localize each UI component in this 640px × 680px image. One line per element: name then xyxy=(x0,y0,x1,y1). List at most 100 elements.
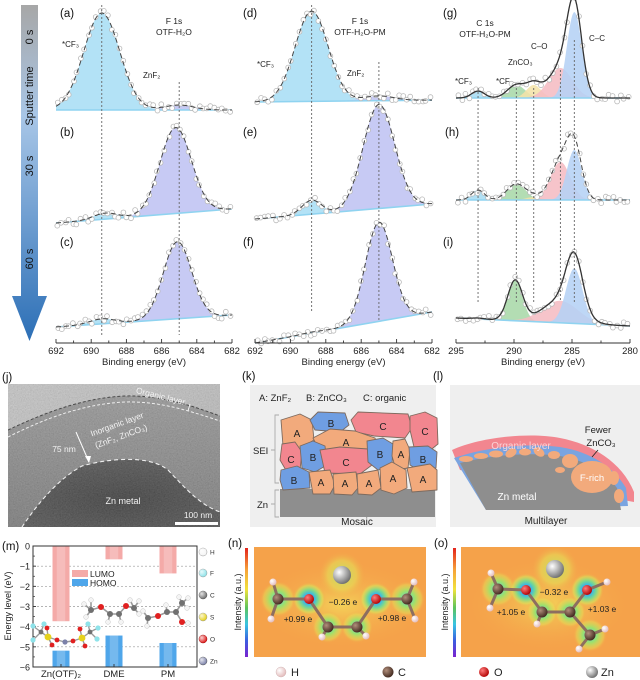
bar-homo xyxy=(159,643,177,667)
data-point xyxy=(381,222,387,229)
category-label: Zn(OTF)₂ xyxy=(41,669,81,680)
atom-h xyxy=(533,620,541,628)
data-point xyxy=(185,149,192,155)
atom-label: H xyxy=(210,550,215,557)
zn-label: Zn xyxy=(257,500,268,511)
sphere-highlight xyxy=(199,657,207,665)
data-point xyxy=(85,218,91,225)
atom-c xyxy=(272,593,284,605)
grain-letter: A xyxy=(420,475,427,486)
background-line xyxy=(55,314,233,328)
grain-letter: B xyxy=(310,453,317,464)
chart-title: F 1s xyxy=(352,16,369,26)
data-point xyxy=(132,207,138,213)
data-point xyxy=(620,96,627,102)
chart-subtitle: OTF-H₂O-PM xyxy=(459,29,510,39)
data-point xyxy=(300,333,307,340)
atom-h xyxy=(487,569,495,577)
fit-envelope xyxy=(254,103,432,220)
sphere-highlight xyxy=(199,591,207,599)
colorbar xyxy=(245,548,248,657)
density-glow xyxy=(254,560,426,650)
atom-h xyxy=(410,578,418,586)
atom-c xyxy=(492,583,504,595)
legend-c-label: C xyxy=(398,667,406,679)
x-axis-title: Binding energy (eV) xyxy=(102,357,186,368)
category-label: PM xyxy=(161,669,175,680)
data-point xyxy=(614,98,620,105)
data-point xyxy=(458,194,465,201)
sputter-tick-0s: 0 s xyxy=(24,29,36,44)
legend-organic: C: organic xyxy=(363,393,407,404)
data-point xyxy=(154,288,161,295)
fit-envelope xyxy=(255,10,432,103)
data-point xyxy=(128,317,134,324)
annotation-cf: *CF xyxy=(496,77,510,86)
atom-c xyxy=(564,606,576,618)
atom-c xyxy=(401,593,413,605)
panel-label-i: (i) xyxy=(443,237,453,249)
data-point xyxy=(169,105,175,111)
bond xyxy=(355,597,378,629)
grain-letter: A xyxy=(342,479,349,490)
znf2-grain xyxy=(489,450,503,458)
pointer-arrow xyxy=(591,449,599,458)
arrow-shaft xyxy=(21,5,38,297)
atom-c xyxy=(351,621,363,633)
data-point xyxy=(151,297,157,303)
grain-letter: A xyxy=(294,429,301,440)
data-point xyxy=(312,194,318,201)
xps-panel-e xyxy=(253,101,434,224)
fit-envelope xyxy=(55,126,232,224)
x-axis: 692 690 688 686 684 682 Binding energy (eV) xyxy=(247,339,440,368)
data-point xyxy=(311,331,318,337)
xps-panel-c xyxy=(55,237,234,333)
znf2-grain xyxy=(459,456,473,462)
data-point xyxy=(466,95,473,102)
zn-substrate xyxy=(280,489,435,517)
atom-c xyxy=(322,621,334,633)
data-point xyxy=(474,190,481,196)
xps-panel-i xyxy=(454,248,631,331)
atom-h xyxy=(575,645,583,653)
x-tick-label: 682 xyxy=(424,346,440,357)
data-point xyxy=(303,201,310,208)
x-tick-label: 686 xyxy=(154,346,170,357)
data-point xyxy=(598,200,604,207)
x-axis: 692 690 688 686 684 682 Binding energy (eV) xyxy=(48,339,240,368)
znf2-grain xyxy=(519,448,531,456)
energy-level-bar-chart: 0 −1 −2 −3 −4 −5 −6 Zn(OTF)₂ DME PM xyxy=(20,542,198,680)
organic-inner-boundary xyxy=(8,401,220,438)
data-point xyxy=(71,78,77,84)
sputter-time-arrow: 0 s Sputter time 30 s 60 s xyxy=(12,5,47,341)
panel-l-multilayer-schematic: (l) Organic layer Fewer ZnCO₃ F-rich Zn … xyxy=(433,371,640,527)
x-axis: 295 290 285 280 Binding energy (eV) xyxy=(448,339,638,368)
annotation-cf3: *CF₃ xyxy=(257,60,274,69)
component-fill-cf xyxy=(456,190,630,200)
grain-letter: A xyxy=(366,479,373,490)
component-fill-znf xyxy=(255,104,432,219)
f-rich-grain xyxy=(571,461,613,493)
y-tick-label: −3 xyxy=(20,602,30,612)
data-point xyxy=(384,90,391,97)
legend-label-homo: HOMO xyxy=(90,578,117,588)
atom-h xyxy=(269,578,277,586)
data-point xyxy=(422,98,429,104)
panel-j-tem-image: (j) Organic layer Inorganic layer (ZnF₂,… xyxy=(2,372,220,527)
x-tick-label: 688 xyxy=(318,346,334,357)
legend-o-label: O xyxy=(494,667,503,679)
charge-left: +1.05 e xyxy=(497,607,526,617)
xps-panel-b xyxy=(54,122,234,229)
sputter-tick-60s: 60 s xyxy=(24,248,36,269)
legend-znco3: B: ZnCO₃ xyxy=(306,393,347,404)
legend-o-icon xyxy=(479,667,489,677)
data-point xyxy=(218,315,225,322)
atom-o xyxy=(521,585,531,595)
panel-n-dme-charge-map: (n) Intensity (a.u.) xyxy=(228,538,426,679)
zn-metal-boundary xyxy=(21,458,220,527)
x-tick-label: 692 xyxy=(247,346,263,357)
data-point xyxy=(576,150,583,157)
grain-letter: C xyxy=(421,427,428,438)
panel-m-energy-levels: (m) 0 −1 −2 −3 −4 −5 −6 Zn(OTF)₂ DME PM Energy le… xyxy=(2,541,218,680)
